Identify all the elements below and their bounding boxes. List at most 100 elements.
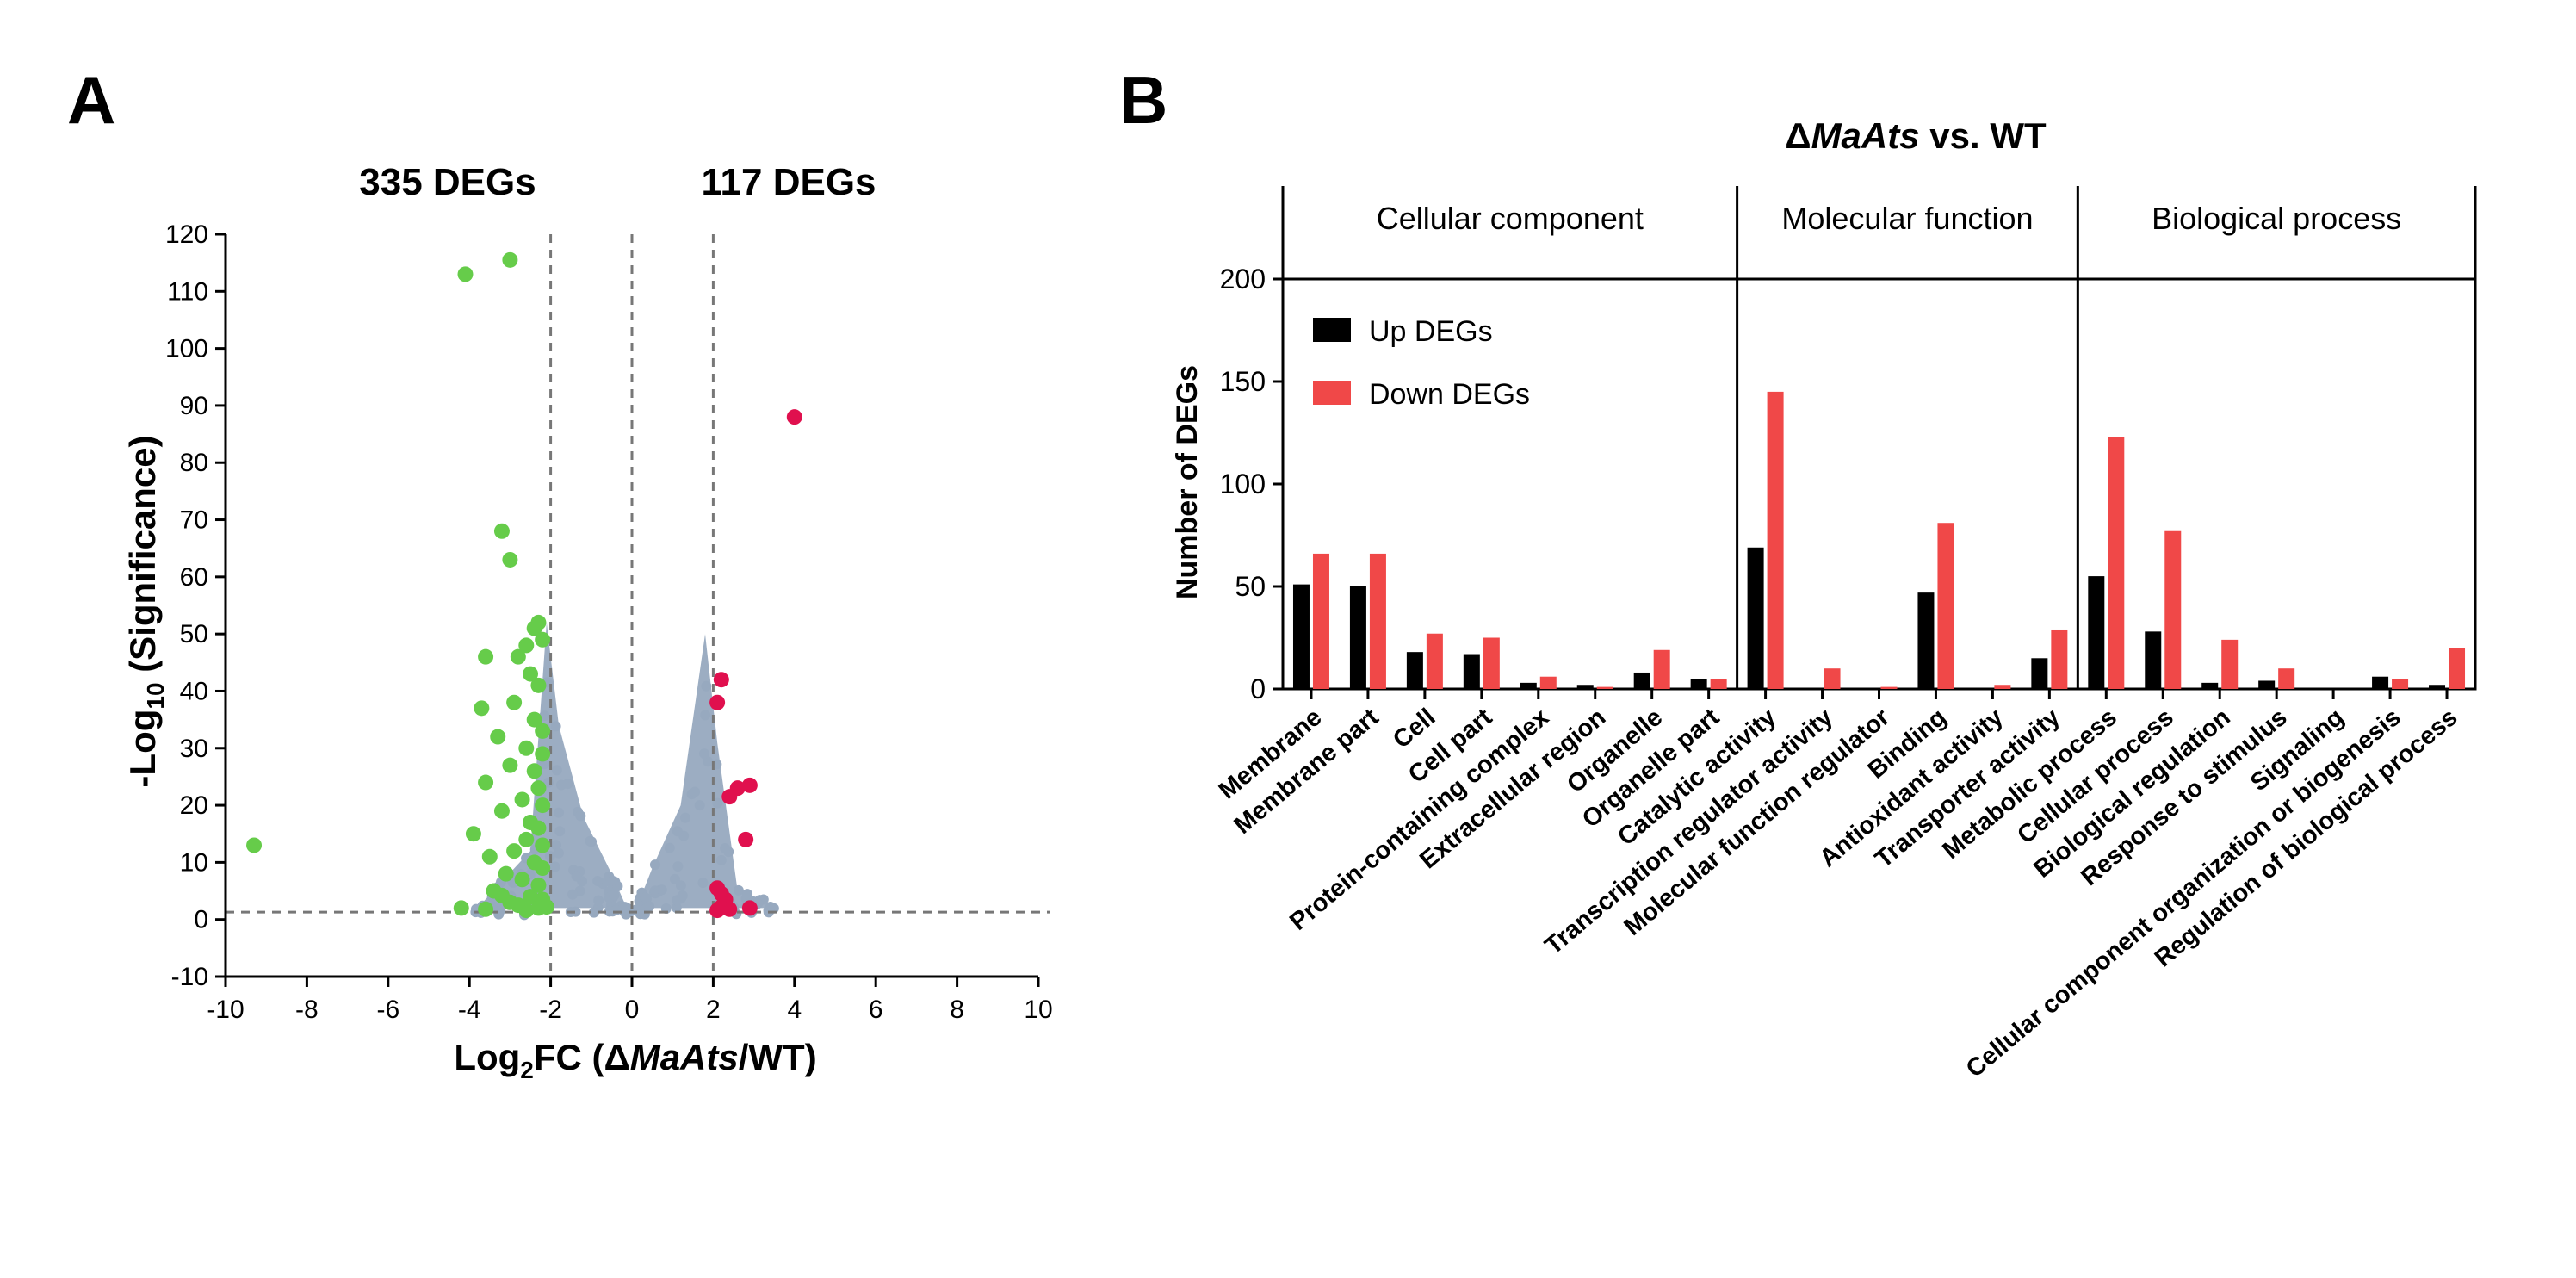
non-significant-point	[553, 847, 564, 859]
x-tick-label: 6	[869, 996, 883, 1024]
y-tick-label: 80	[180, 449, 208, 477]
down-deg-bar	[1312, 553, 1329, 689]
up-deg-point	[709, 903, 726, 919]
up-deg-bar	[1917, 592, 1935, 689]
down-deg-point	[514, 872, 530, 888]
down-deg-point	[535, 860, 551, 877]
non-significant-point	[635, 909, 646, 920]
down-deg-point	[518, 831, 535, 847]
down-deg-point	[493, 523, 510, 539]
down-deg-bar	[1426, 633, 1443, 689]
down-deg-point	[530, 780, 547, 797]
non-significant-point	[609, 890, 620, 901]
threshold-lines	[226, 234, 1050, 977]
non-significant-point	[588, 907, 599, 918]
down-deg-point	[535, 631, 551, 648]
down-deg-bar	[2449, 648, 2466, 689]
down-deg-bar	[1994, 685, 2011, 689]
down-deg-bar	[2278, 668, 2295, 689]
down-deg-point	[506, 843, 523, 859]
x-tick-label: -4	[458, 996, 481, 1024]
deg-points	[246, 251, 802, 919]
down-deg-point	[502, 251, 518, 268]
non-significant-point	[554, 826, 566, 837]
non-significant-point	[550, 721, 561, 732]
y-tick-label: 50	[1235, 571, 1266, 602]
up-deg-point	[741, 900, 758, 916]
down-deg-point	[481, 848, 498, 865]
up-deg-bar	[1520, 682, 1537, 689]
y-tick-label: 0	[194, 906, 208, 934]
up-deg-point	[741, 777, 758, 793]
go-bars	[1292, 391, 2466, 689]
down-deg-bar	[1369, 553, 1386, 689]
legend-up-label: Up DEGs	[1369, 315, 1493, 348]
non-significant-point	[551, 840, 562, 851]
non-significant-point	[699, 748, 710, 760]
legend-up-swatch	[1313, 318, 1351, 342]
go-y-label: Number of DEGs	[1171, 365, 1204, 599]
non-significant-point	[700, 710, 711, 721]
down-deg-point	[246, 837, 263, 853]
non-significant-point	[656, 884, 667, 896]
non-significant-point	[592, 876, 604, 887]
non-significant-point	[677, 890, 688, 902]
down-deg-bar	[2221, 639, 2239, 689]
up-deg-bar	[2145, 631, 2162, 689]
non-significant-point	[554, 807, 565, 818]
volcano-axes: -10 -8 -6 -4 -2 0 2 4 6 8 10 -10 0 10 20 30 40 50 60 70 80 90…	[165, 220, 1053, 1024]
x-tick-label: 8	[950, 996, 964, 1024]
group-header: Molecular function	[1781, 201, 2033, 236]
y-tick-label: 50	[180, 620, 208, 648]
y-tick-label: 120	[165, 220, 208, 249]
up-deg-point	[709, 694, 726, 710]
x-tick-label: -8	[295, 996, 319, 1024]
down-deg-point	[535, 723, 551, 739]
group-header: Cellular component	[1377, 201, 1644, 236]
panel-b-label: B	[1119, 62, 1167, 138]
non-significant-point	[733, 884, 744, 896]
down-deg-point	[498, 865, 514, 882]
x-tick-label: 4	[787, 996, 802, 1024]
x-tick-label: 0	[625, 996, 640, 1024]
up-deg-point	[738, 831, 754, 847]
down-deg-point	[535, 746, 551, 762]
y-tick-label: 20	[180, 791, 208, 820]
x-tick-label: 2	[706, 996, 721, 1024]
x-tick-label: -2	[539, 996, 562, 1024]
y-tick-label: -10	[171, 963, 208, 991]
down-deg-point	[478, 774, 494, 791]
group-header: Biological process	[2152, 201, 2401, 236]
y-tick-label: 60	[180, 563, 208, 592]
up-deg-bar	[2201, 682, 2219, 689]
non-significant-point	[712, 797, 723, 809]
panel-a-label: A	[67, 62, 115, 138]
down-deg-point	[478, 901, 494, 917]
non-significant-point	[664, 842, 675, 853]
up-deg-bar	[2429, 685, 2446, 689]
non-significant-point	[703, 756, 714, 767]
right-deg-count: 117 DEGs	[701, 161, 876, 203]
up-deg-bar	[1292, 584, 1310, 689]
non-significant-point	[644, 901, 655, 912]
up-deg-bar	[1747, 547, 1764, 689]
left-deg-count: 335 DEGs	[359, 161, 536, 203]
down-deg-point	[530, 820, 547, 836]
up-deg-bar	[2372, 676, 2389, 689]
non-significant-point	[715, 854, 727, 865]
down-deg-point	[530, 614, 547, 630]
x-tick-label: -6	[376, 996, 399, 1024]
down-deg-bar	[1596, 686, 1613, 689]
up-deg-bar	[2031, 658, 2048, 689]
down-deg-point	[506, 694, 523, 710]
down-deg-point	[493, 803, 510, 819]
up-deg-bar	[1463, 654, 1480, 689]
y-tick-label: 150	[1220, 366, 1266, 397]
y-tick-label: 200	[1220, 264, 1266, 295]
down-deg-point	[526, 711, 542, 728]
y-tick-label: 90	[180, 392, 208, 420]
non-significant-point	[679, 812, 690, 823]
x-tick-label: 10	[1024, 996, 1052, 1024]
